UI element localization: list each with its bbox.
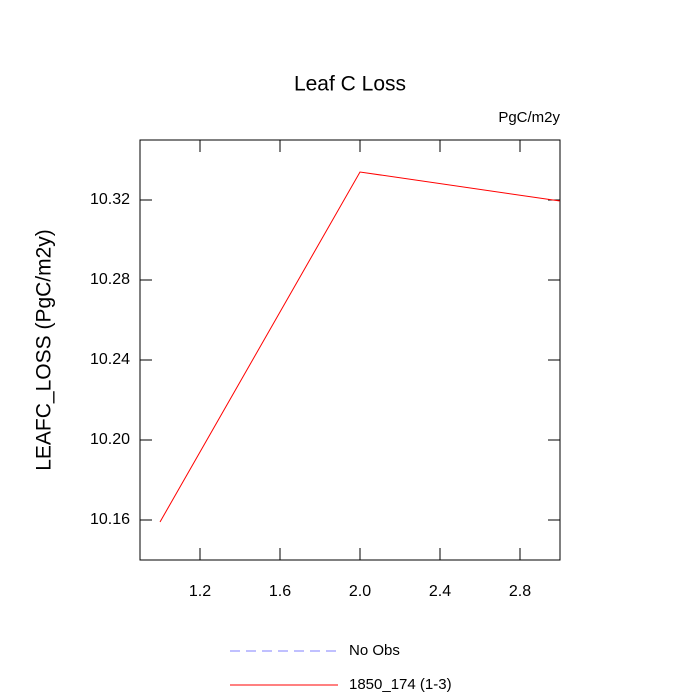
legend-label: No Obs <box>349 642 400 659</box>
legend-label: 1850_174 (1-3) <box>349 676 452 693</box>
chart-title: Leaf C Loss <box>294 73 406 96</box>
y-tick-label: 10.28 <box>90 271 130 288</box>
plot-frame <box>139 139 561 561</box>
y-axis-label: LEAFC_LOSS (PgC/m2y) <box>33 229 56 471</box>
x-tick-label: 2.8 <box>509 583 531 600</box>
x-tick-label: 2.4 <box>429 583 451 600</box>
y-tick-label: 10.20 <box>90 431 130 448</box>
y-tick-label: 10.16 <box>90 511 130 528</box>
x-tick-label: 1.2 <box>189 583 211 600</box>
series-line <box>159 171 561 523</box>
y-tick-label: 10.32 <box>90 191 130 208</box>
units-label: PgC/m2y <box>498 109 560 126</box>
x-tick-label: 1.6 <box>269 583 291 600</box>
y-tick-label: 10.24 <box>90 351 130 368</box>
x-tick-label: 2.0 <box>349 583 371 600</box>
